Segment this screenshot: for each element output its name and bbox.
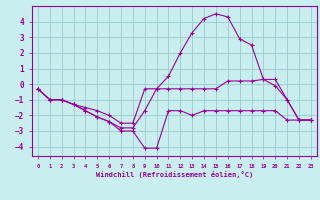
- X-axis label: Windchill (Refroidissement éolien,°C): Windchill (Refroidissement éolien,°C): [96, 171, 253, 178]
